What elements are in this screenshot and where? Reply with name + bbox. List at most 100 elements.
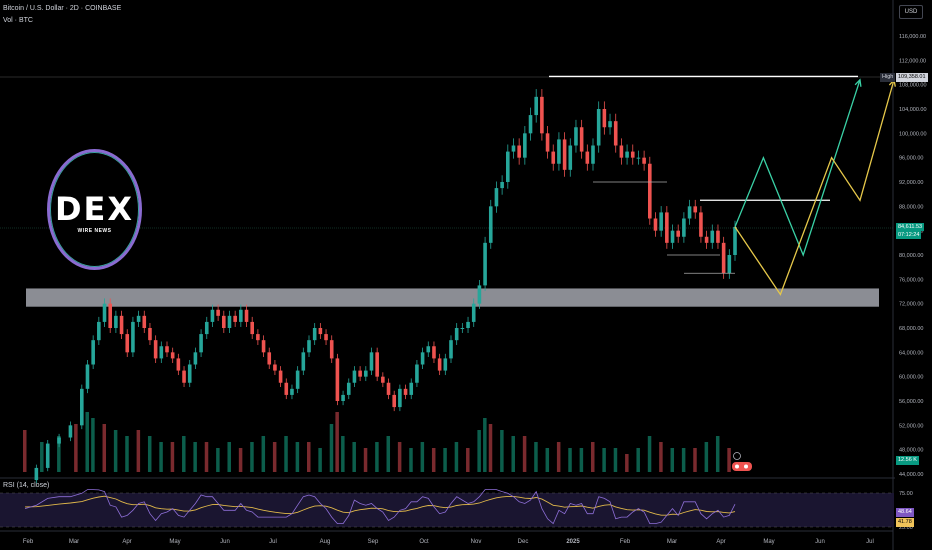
candle-body	[665, 212, 669, 243]
volume-bar	[454, 442, 459, 472]
volume-bar	[409, 448, 413, 472]
time-tick-label: Jun	[220, 539, 230, 545]
time-tick-label: Feb	[620, 539, 631, 545]
time-tick-label: Feb	[23, 539, 34, 545]
volume-bar	[307, 442, 311, 472]
time-tick-label: Mar	[69, 539, 79, 545]
volume-bar	[125, 436, 129, 472]
candle-body	[244, 309, 249, 322]
candle-body	[432, 346, 436, 359]
candle-body	[528, 115, 533, 134]
volume-bar	[727, 448, 731, 472]
volume-bar	[91, 418, 95, 472]
volume-bar	[466, 448, 470, 472]
candle-body	[579, 127, 584, 152]
candle-body	[540, 96, 544, 134]
volume-bar	[397, 442, 402, 472]
volume-bar	[591, 442, 595, 472]
volume-bar	[647, 436, 652, 472]
volume-bar	[250, 442, 254, 472]
candle-body	[364, 370, 368, 377]
candle-body	[222, 315, 226, 328]
price-tick-label: 60,000.00	[899, 375, 923, 381]
volume-bar	[545, 448, 550, 472]
candle-body	[193, 352, 198, 365]
candle-body	[682, 218, 686, 237]
candle-body	[386, 382, 391, 395]
volume-bar	[329, 424, 334, 472]
candle-body	[159, 346, 164, 359]
candle-body	[437, 358, 442, 371]
candle-body	[585, 151, 590, 164]
candle-body	[420, 352, 425, 365]
candle-body	[534, 96, 538, 116]
rsi-value-tag: 48.64	[896, 508, 914, 517]
candle-body	[352, 370, 357, 383]
candle-body	[488, 206, 493, 243]
volume-bar	[227, 442, 231, 472]
volume-bar	[204, 442, 209, 472]
price-tick-label: 80,000.00	[899, 253, 923, 259]
candle-body	[710, 230, 715, 243]
time-tick-label: Oct	[419, 539, 429, 545]
candle-body	[466, 321, 470, 328]
candle-body	[91, 340, 95, 365]
candle-body	[483, 242, 487, 286]
volume-bar	[483, 418, 487, 472]
candle-body	[267, 352, 272, 365]
price-tick-label: 68,000.00	[899, 326, 923, 332]
replay-icon	[733, 452, 741, 460]
volume-bar	[159, 442, 163, 472]
projection-path-green	[734, 79, 861, 257]
price-tick-label: 92,000.00	[899, 180, 923, 186]
candle-body	[256, 334, 260, 341]
time-tick-label: 2025	[566, 539, 580, 545]
candle-body	[335, 358, 340, 401]
countdown-tag: 07:12:24	[896, 231, 922, 239]
candle-body	[34, 467, 39, 481]
price-tick-label: 56,000.00	[899, 399, 923, 405]
candle-body	[642, 157, 646, 164]
logo-subtext: WIRE NEWS	[77, 228, 112, 234]
volume-bar	[295, 442, 300, 472]
candle-body	[278, 370, 283, 383]
volume-bar	[272, 442, 277, 472]
candle-body	[477, 285, 482, 304]
volume-bar	[341, 436, 345, 472]
volume-bar	[511, 436, 515, 472]
volume-value-tag: 12.56 K	[896, 456, 919, 465]
candle-body	[301, 352, 306, 371]
candle-body	[273, 364, 277, 371]
candle-body	[500, 182, 504, 189]
time-tick-label: Nov	[471, 539, 482, 545]
volume-bar	[613, 448, 618, 472]
candle-body	[284, 382, 289, 395]
volume-bar	[715, 436, 720, 472]
candle-body	[545, 133, 550, 152]
time-tick-label: Aug	[320, 539, 331, 545]
candle-body	[346, 382, 351, 395]
price-tick-label: 44,000.00	[899, 472, 923, 478]
volume-bar	[386, 436, 391, 472]
candle-body	[369, 352, 374, 371]
candle-body	[97, 321, 101, 341]
candle-body	[426, 346, 431, 353]
support-zone	[26, 288, 879, 307]
candle-body	[318, 328, 323, 335]
time-tick-label: Sep	[368, 539, 379, 545]
event-dot	[735, 464, 739, 469]
time-tick-label: Jul	[866, 539, 874, 545]
candle-body	[403, 388, 408, 395]
volume-bar	[216, 448, 220, 472]
price-tick-label: 100,000.00	[899, 131, 927, 137]
rsi-line	[24, 489, 736, 525]
candle-body	[165, 346, 169, 353]
events-marker	[732, 462, 752, 471]
price-tick-label: 52,000.00	[899, 423, 923, 429]
candle-body	[290, 388, 294, 395]
currency-button[interactable]: USD	[899, 5, 923, 19]
candle-body	[574, 127, 578, 146]
rsi-ma-value-tag: 41.78	[896, 518, 914, 527]
